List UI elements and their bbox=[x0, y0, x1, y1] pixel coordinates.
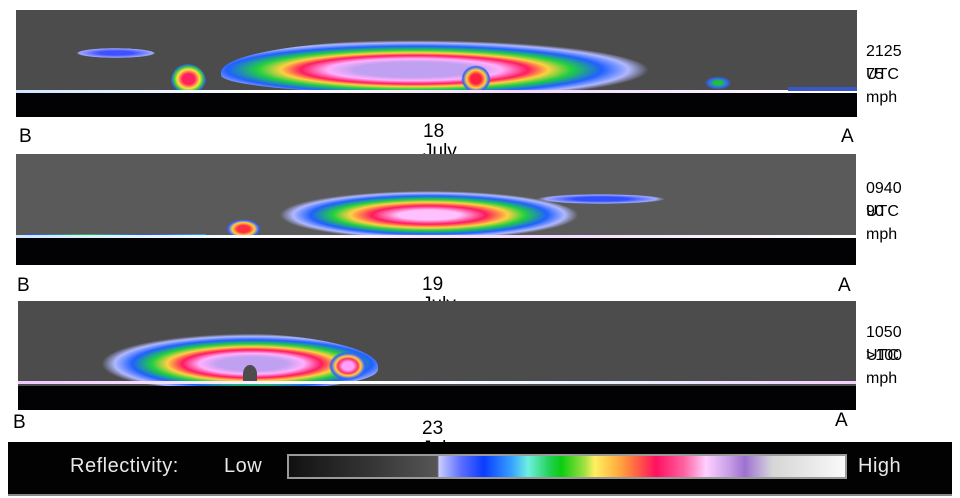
ground-strip-3 bbox=[18, 386, 856, 410]
echo-main-system bbox=[274, 190, 584, 238]
surface-ramp bbox=[788, 87, 857, 91]
wind-speed-label: >100 mph bbox=[866, 347, 903, 387]
reflectivity-legend: Reflectivity: Low High bbox=[8, 442, 952, 496]
time-label: 2125 UTC bbox=[866, 43, 902, 83]
echo-cell-left bbox=[226, 219, 261, 238]
ground-strip-1 bbox=[16, 93, 857, 117]
echo-main-system bbox=[221, 40, 651, 93]
radar-cross-section-3 bbox=[18, 301, 856, 386]
ground-strip-2 bbox=[16, 238, 856, 265]
eye-gap bbox=[243, 365, 257, 383]
legend-title: Reflectivity: bbox=[70, 455, 179, 477]
legend-low-label: Low bbox=[224, 455, 263, 477]
legend-high-label: High bbox=[858, 455, 902, 477]
reflectivity-colorbar bbox=[287, 454, 847, 479]
surface-line bbox=[16, 90, 857, 93]
endpoint-a-label: A bbox=[838, 275, 851, 296]
surface-line bbox=[16, 235, 856, 238]
time-label: 0940 UTC bbox=[866, 180, 902, 220]
endpoint-b-label: B bbox=[19, 126, 32, 147]
radar-cross-section-2 bbox=[16, 154, 856, 238]
echo-cell-2 bbox=[461, 65, 491, 93]
time-label: 1050 UTC bbox=[866, 324, 902, 364]
wind-speed-label: 75 mph bbox=[866, 66, 898, 106]
wind-speed-label: 90 mph bbox=[866, 203, 898, 243]
endpoint-a-label: A bbox=[835, 410, 848, 431]
endpoint-b-label: B bbox=[13, 412, 26, 433]
echo-cell-1 bbox=[171, 64, 206, 93]
echo-small-right bbox=[704, 76, 732, 90]
echo-anvil-left bbox=[76, 48, 156, 58]
echo-anvil-right bbox=[536, 194, 666, 204]
endpoint-a-label: A bbox=[841, 126, 854, 147]
echo-cell-right bbox=[328, 351, 368, 381]
endpoint-b-label: B bbox=[17, 275, 30, 296]
surface-line bbox=[18, 381, 856, 384]
radar-cross-section-1 bbox=[16, 10, 857, 93]
